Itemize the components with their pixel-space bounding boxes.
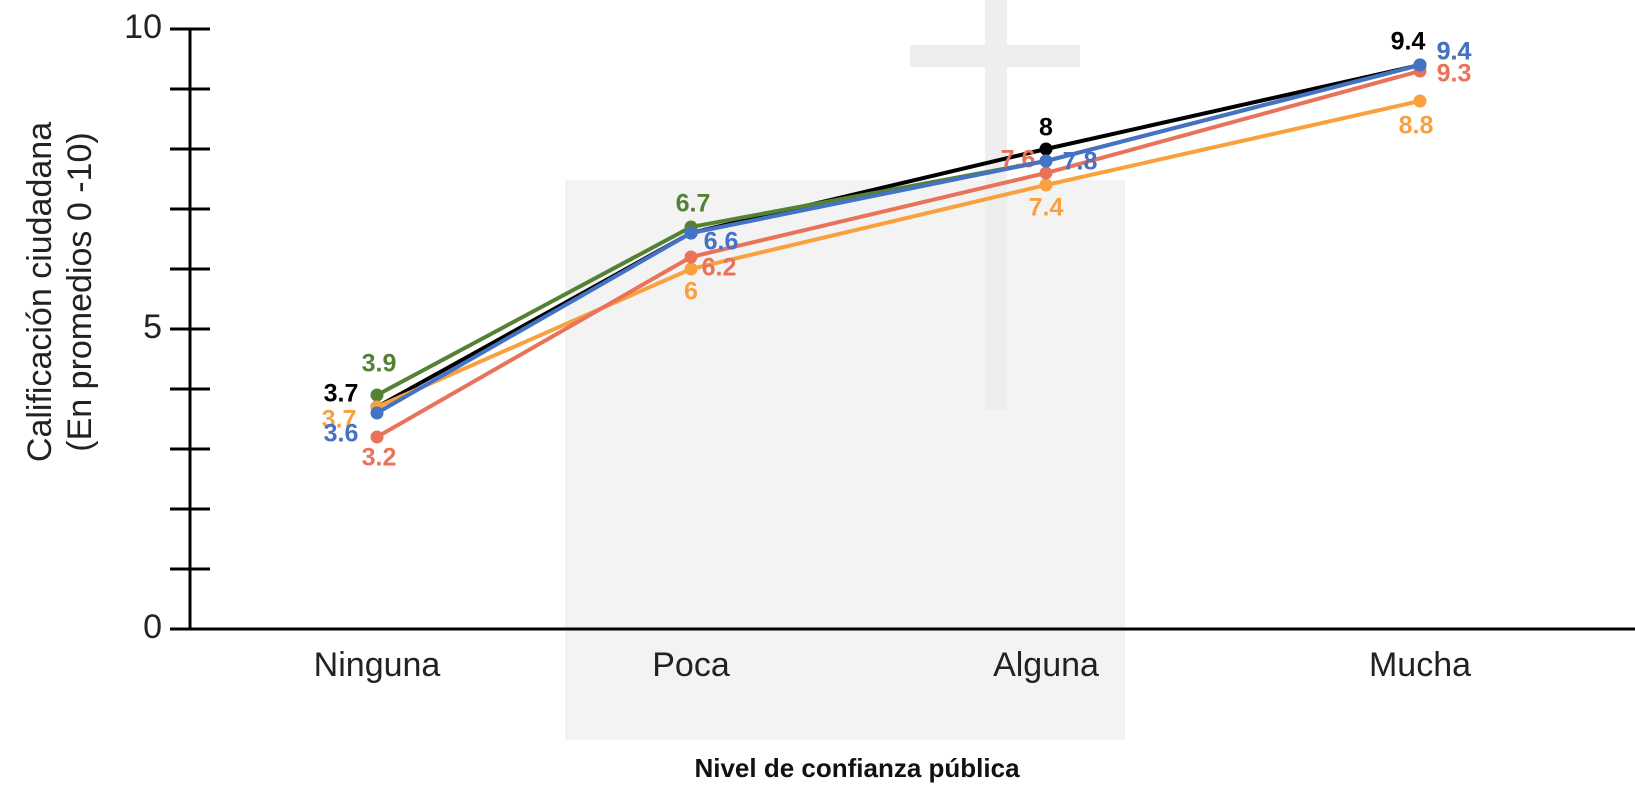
data-label: 9.4 xyxy=(1437,38,1472,66)
data-point xyxy=(684,250,698,264)
series: 3.26.27.69.3 xyxy=(362,60,1472,472)
data-point xyxy=(684,226,698,240)
data-label: 3.7 xyxy=(322,406,357,434)
x-tick-label: Ninguna xyxy=(314,646,441,684)
x-axis-title: Nivel de confianza pública xyxy=(694,753,1020,783)
data-label: 3.9 xyxy=(362,350,397,378)
data-point xyxy=(370,388,384,402)
data-label: 7.8 xyxy=(1063,148,1098,176)
data-label: 3.2 xyxy=(362,444,397,472)
data-label: 9.3 xyxy=(1437,60,1472,88)
series-line xyxy=(376,63,1421,415)
data-label: 6 xyxy=(684,278,698,306)
y-tick-label: 5 xyxy=(143,308,162,346)
data-point xyxy=(1039,154,1053,168)
series-line xyxy=(376,99,1421,409)
data-label: 8 xyxy=(1039,114,1053,142)
data-point xyxy=(1413,58,1427,72)
data-point xyxy=(1413,94,1427,108)
x-tick-label: Mucha xyxy=(1369,646,1471,684)
data-label: 7.4 xyxy=(1029,194,1064,222)
series: 3.6 6.6 7.8 9.4 xyxy=(324,38,1472,448)
data-label: 9.4 xyxy=(1437,38,1472,66)
series: 3.7 6 7.4 8.8 xyxy=(322,94,1434,434)
data-point xyxy=(1039,178,1053,192)
data-point xyxy=(370,430,384,444)
x-tick-label: Poca xyxy=(652,646,730,684)
data-label: 6.7 xyxy=(676,190,711,218)
data-label: 3.6 xyxy=(324,420,359,448)
data-point xyxy=(684,262,698,276)
data-label: 8.8 xyxy=(1399,112,1434,140)
data-point xyxy=(1039,166,1053,180)
data-point xyxy=(370,406,384,420)
series-line xyxy=(376,63,1421,409)
data-label: 6.6 xyxy=(704,228,739,256)
data-label: 9.4 xyxy=(1391,28,1426,56)
y-tick-label: 0 xyxy=(143,608,162,646)
y-axis-title: Calificación ciudadana xyxy=(21,122,59,462)
x-tick-label: Alguna xyxy=(993,646,1099,684)
data-label: 3.7 xyxy=(324,380,359,408)
watermark xyxy=(565,0,1125,740)
y-tick-label: 10 xyxy=(124,8,162,46)
data-label: 6.2 xyxy=(702,254,737,282)
series-line xyxy=(376,69,1421,439)
y-axis-title: (En promedios 0 -10) xyxy=(61,132,99,451)
data-point xyxy=(1039,142,1053,156)
